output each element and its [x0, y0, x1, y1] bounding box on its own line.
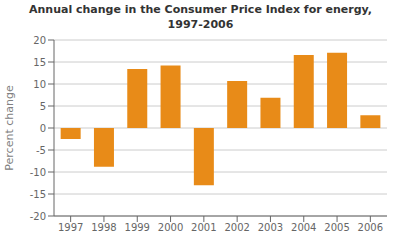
svg-text:15: 15 — [33, 57, 46, 68]
svg-text:0: 0 — [40, 123, 46, 134]
svg-text:2001: 2001 — [191, 222, 216, 233]
html-text:1997-2006: 1997-2006 — [167, 18, 234, 31]
svg-text:-15: -15 — [30, 189, 46, 200]
svg-text:Percent change: Percent change — [8, 85, 16, 171]
svg-text:-5: -5 — [36, 145, 46, 156]
svg-text:-10: -10 — [30, 167, 46, 178]
svg-text:1998: 1998 — [91, 222, 116, 233]
svg-text:1997: 1997 — [58, 222, 83, 233]
svg-text:2002: 2002 — [224, 222, 249, 233]
svg-text:-20: -20 — [30, 211, 46, 222]
svg-text:2005: 2005 — [324, 222, 349, 233]
svg-text:10: 10 — [33, 79, 46, 90]
html-text:Annual change in the Consumer: Annual change in the Consumer Price Inde… — [29, 3, 372, 16]
svg-text:2004: 2004 — [291, 222, 316, 233]
svg-text:2006: 2006 — [358, 222, 383, 233]
svg-text:5: 5 — [40, 101, 46, 112]
svg-text:20: 20 — [33, 35, 46, 46]
svg-text:2000: 2000 — [158, 222, 183, 233]
svg-text:2003: 2003 — [258, 222, 283, 233]
svg-text:1999: 1999 — [125, 222, 150, 233]
